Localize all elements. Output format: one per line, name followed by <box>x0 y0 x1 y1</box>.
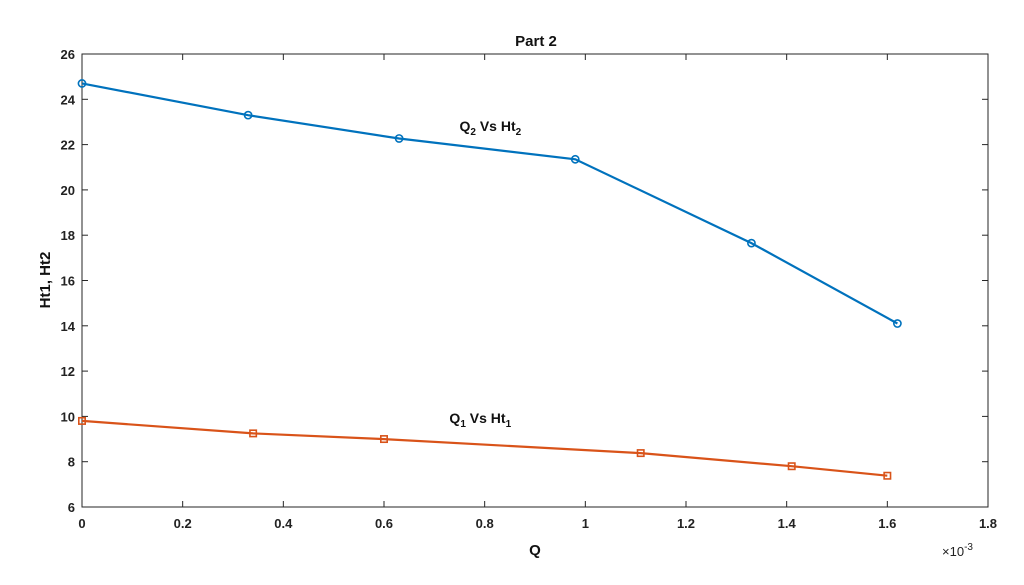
data-point <box>249 429 258 438</box>
y-tick-label: 12 <box>61 364 75 379</box>
x-tick-label: 1.2 <box>677 516 695 531</box>
series-layer <box>77 79 902 480</box>
plot-area <box>81 53 989 508</box>
x-tick-label: 0.4 <box>274 516 293 531</box>
series-line-1 <box>81 82 898 325</box>
data-point <box>787 462 796 471</box>
x-exponent-base: ×10 <box>942 544 964 559</box>
x-tick-label: 0.2 <box>174 516 192 531</box>
data-point <box>570 154 580 164</box>
y-tick-label: 8 <box>68 455 75 470</box>
data-point <box>636 449 645 458</box>
y-axis-label: Ht1, Ht2 <box>37 252 54 309</box>
x-axis-label: Q <box>529 542 541 559</box>
y-tick-label: 26 <box>61 47 75 62</box>
axis-ticks: 0 0.2 0.4 0.6 0.8 1 1.2 1.4 1.6 1.8 6 8 10 12 14 16 18 20… <box>61 47 998 531</box>
x-tick-label: 1.6 <box>878 516 896 531</box>
data-point <box>379 435 388 444</box>
data-point <box>243 110 253 120</box>
x-tick-label: 0.6 <box>375 516 393 531</box>
y-tick-label: 14 <box>61 319 76 334</box>
x-tick-label: 0 <box>78 516 85 531</box>
y-tick-label: 24 <box>61 92 76 107</box>
x-tick-label: 1.8 <box>979 516 997 531</box>
y-tick-label: 18 <box>61 228 75 243</box>
series-annotation-2: Q1 Vs Ht1 <box>449 410 511 430</box>
data-point <box>747 238 756 248</box>
x-exponent-label: ×10-3 <box>942 542 973 559</box>
data-point <box>394 134 404 143</box>
y-tick-label: 22 <box>61 138 75 153</box>
x-tick-label: 0.8 <box>476 516 494 531</box>
annotation-layer: Q2 Vs Ht2 Q1 Vs Ht1 <box>449 118 521 430</box>
chart-title: Part 2 <box>515 33 557 50</box>
data-point <box>883 471 892 480</box>
x-tick-label: 1.4 <box>778 516 797 531</box>
data-point <box>78 416 87 425</box>
y-tick-label: 10 <box>61 409 75 424</box>
x-exponent-power: -3 <box>964 542 973 553</box>
y-tick-label: 6 <box>68 500 75 515</box>
series-annotation-1: Q2 Vs Ht2 <box>460 118 522 138</box>
x-tick-label: 1 <box>582 516 589 531</box>
data-point <box>77 79 87 88</box>
y-tick-label: 16 <box>61 274 75 289</box>
series-line-2 <box>81 419 888 477</box>
data-point <box>893 319 902 328</box>
y-tick-label: 20 <box>61 183 75 198</box>
